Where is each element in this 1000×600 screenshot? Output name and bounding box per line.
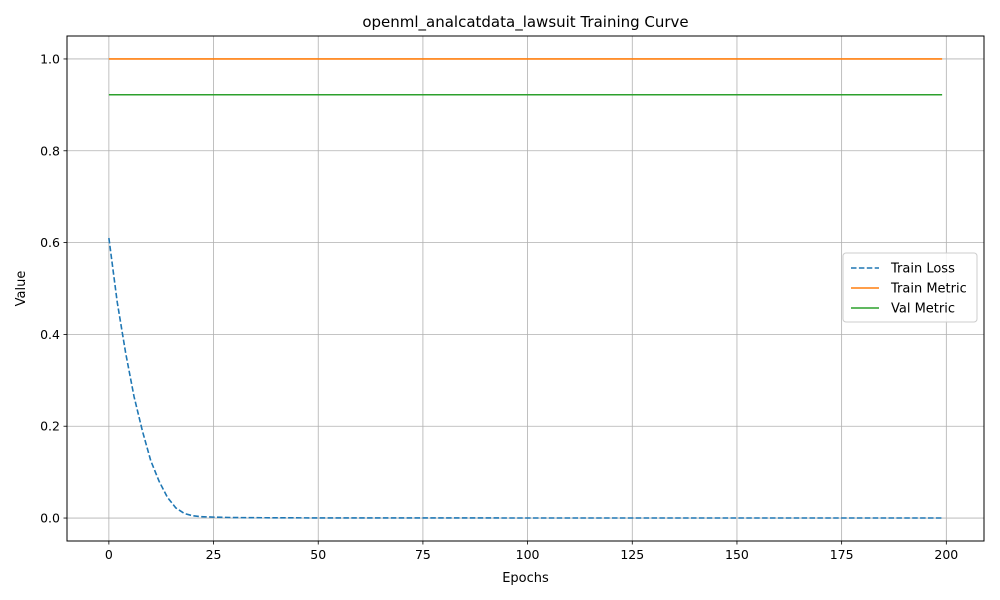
y-tick-label: 0.6	[40, 235, 60, 250]
y-tick-label: 0.0	[40, 511, 60, 526]
legend: Train Loss Train Metric Val Metric	[842, 252, 978, 323]
y-axis-title: Value	[14, 271, 29, 307]
chart-title: openml_analcatdata_lawsuit Training Curv…	[362, 13, 688, 32]
legend-box	[842, 252, 978, 323]
x-tick-label: 50	[310, 547, 326, 562]
legend-label-train-metric: Train Metric	[890, 282, 967, 297]
axis-ticks: 0 25 50 75 100 125 150 175 200 0.0 0.2 0.4 0.6 0.8 1.0	[40, 51, 958, 562]
y-tick-label: 1.0	[40, 51, 60, 66]
x-tick-label: 175	[830, 547, 854, 562]
plot-series	[108, 58, 943, 519]
x-tick-label: 25	[206, 547, 222, 562]
x-tick-label: 75	[415, 547, 431, 562]
x-tick-label: 125	[620, 547, 644, 562]
y-tick-label: 0.4	[40, 327, 60, 342]
grid-lines	[67, 36, 984, 541]
x-tick-label: 100	[516, 547, 540, 562]
legend-label-val-metric: Val Metric	[891, 302, 955, 317]
series-line-train-loss	[108, 237, 943, 519]
x-tick-label: 200	[934, 547, 958, 562]
y-tick-label: 0.2	[40, 419, 60, 434]
plot-area-frame	[66, 35, 985, 542]
legend-label-train-loss: Train Loss	[890, 262, 955, 277]
y-tick-label: 0.8	[40, 143, 60, 158]
x-tick-label: 0	[105, 547, 113, 562]
x-tick-label: 150	[725, 547, 749, 562]
x-axis-title: Epochs	[502, 571, 549, 586]
